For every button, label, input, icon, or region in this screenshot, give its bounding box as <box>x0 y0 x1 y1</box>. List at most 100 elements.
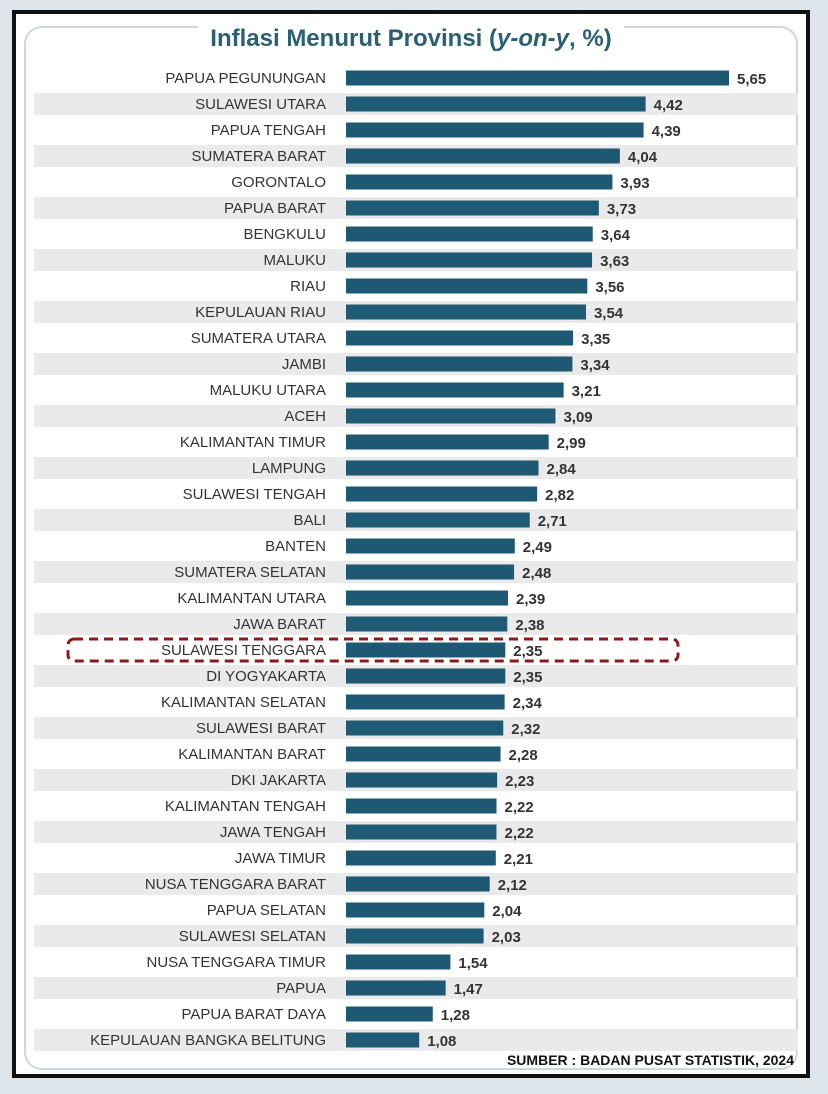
value-label: 1,28 <box>441 1007 470 1024</box>
value-label: 1,08 <box>427 1033 456 1050</box>
value-label: 3,63 <box>600 253 629 270</box>
value-label: 2,99 <box>557 435 586 452</box>
value-label: 2,49 <box>523 539 552 556</box>
category-label: KEPULAUAN RIAU <box>195 304 326 321</box>
value-label: 1,47 <box>454 981 483 998</box>
category-label: SUMATERA BARAT <box>192 148 326 165</box>
value-label: 3,73 <box>607 201 636 218</box>
bar <box>346 642 506 658</box>
value-label: 3,21 <box>572 383 601 400</box>
value-label: 1,54 <box>458 955 488 972</box>
bar <box>346 434 549 450</box>
bar <box>346 226 593 242</box>
category-label: SULAWESI TENGGARA <box>161 642 326 659</box>
category-label: NUSA TENGGARA TIMUR <box>147 954 327 971</box>
category-label: SUMATERA UTARA <box>191 330 326 347</box>
category-label: LAMPUNG <box>252 460 326 477</box>
title-wrap: Inflasi Menurut Provinsi (y-on-y, %) <box>26 24 796 54</box>
bar <box>346 174 613 190</box>
bar <box>346 564 515 580</box>
highlight-box <box>66 637 680 663</box>
value-label: 4,39 <box>652 123 681 140</box>
value-label: 2,35 <box>513 669 542 686</box>
category-label: GORONTALO <box>231 174 326 191</box>
bar <box>346 278 588 294</box>
category-label: JAWA BARAT <box>233 616 326 633</box>
value-label: 2,28 <box>509 747 538 764</box>
category-label: PAPUA PEGUNUNGAN <box>165 70 326 87</box>
category-label: SULAWESI SELATAN <box>179 928 326 945</box>
value-label: 2,21 <box>504 851 533 868</box>
bar <box>346 954 451 970</box>
category-label: PAPUA SELATAN <box>207 902 326 919</box>
value-label: 5,65 <box>737 71 766 88</box>
category-label: RIAU <box>290 278 326 295</box>
value-label: 3,35 <box>581 331 610 348</box>
category-label: ACEH <box>284 408 326 425</box>
value-label: 2,71 <box>538 513 567 530</box>
category-label: JAWA TENGAH <box>220 824 326 841</box>
value-label: 3,09 <box>563 409 592 426</box>
bar <box>346 538 515 554</box>
bar <box>346 486 538 502</box>
value-label: 2,03 <box>492 929 521 946</box>
value-label: 3,34 <box>580 357 610 374</box>
bar <box>346 694 505 710</box>
value-label: 2,39 <box>516 591 545 608</box>
bar <box>346 590 509 606</box>
value-label: 3,64 <box>601 227 631 244</box>
category-label: KALIMANTAN SELATAN <box>161 694 326 711</box>
bar <box>346 200 599 216</box>
category-label: SULAWESI BARAT <box>196 720 326 737</box>
chart-frame: Inflasi Menurut Provinsi (y-on-y, %) PAP… <box>12 10 810 1078</box>
category-label: DI YOGYAKARTA <box>206 668 326 685</box>
bar <box>346 512 530 528</box>
category-label: KALIMANTAN UTARA <box>177 590 326 607</box>
category-label: PAPUA BARAT <box>224 200 326 217</box>
chart-card: Inflasi Menurut Provinsi (y-on-y, %) <box>24 24 798 1070</box>
bar <box>346 616 508 632</box>
value-label: 4,42 <box>654 97 683 114</box>
category-label: JAMBI <box>282 356 326 373</box>
value-label: 3,56 <box>595 279 624 296</box>
bar <box>346 876 490 892</box>
value-label: 2,38 <box>515 617 544 634</box>
value-label: 2,82 <box>545 487 574 504</box>
value-label: 2,22 <box>504 799 533 816</box>
value-label: 2,12 <box>498 877 527 894</box>
category-label: MALUKU UTARA <box>210 382 326 399</box>
bar <box>346 902 485 918</box>
bar <box>346 980 446 996</box>
value-label: 2,34 <box>513 695 543 712</box>
category-label: PAPUA <box>276 980 326 997</box>
bar <box>346 460 539 476</box>
category-label: KALIMANTAN TIMUR <box>180 434 326 451</box>
bar <box>346 850 496 866</box>
category-label: SULAWESI TENGAH <box>183 486 326 503</box>
bar <box>346 1032 420 1048</box>
value-label: 3,54 <box>594 305 624 322</box>
bar <box>346 798 497 814</box>
bar <box>346 408 556 424</box>
bar <box>346 356 573 372</box>
source-note: SUMBER : BADAN PUSAT STATISTIK, 2024 <box>506 1052 794 1068</box>
category-label: BANTEN <box>265 538 326 555</box>
value-label: 4,04 <box>628 149 658 166</box>
bar <box>346 668 506 684</box>
bar <box>346 252 593 268</box>
category-label: PAPUA BARAT DAYA <box>182 1006 327 1023</box>
bar <box>346 96 646 112</box>
bar <box>346 928 484 944</box>
category-label: DKI JAKARTA <box>231 772 326 789</box>
value-label: 2,32 <box>511 721 540 738</box>
bar <box>346 304 586 320</box>
category-label: SULAWESI UTARA <box>195 96 326 113</box>
chart-title: Inflasi Menurut Provinsi (y-on-y, %) <box>198 24 624 54</box>
value-label: 2,22 <box>504 825 533 842</box>
bar <box>346 772 498 788</box>
bar <box>346 382 564 398</box>
bar <box>346 1006 433 1022</box>
bar <box>346 720 504 736</box>
bar <box>346 70 729 86</box>
value-label: 2,48 <box>522 565 551 582</box>
